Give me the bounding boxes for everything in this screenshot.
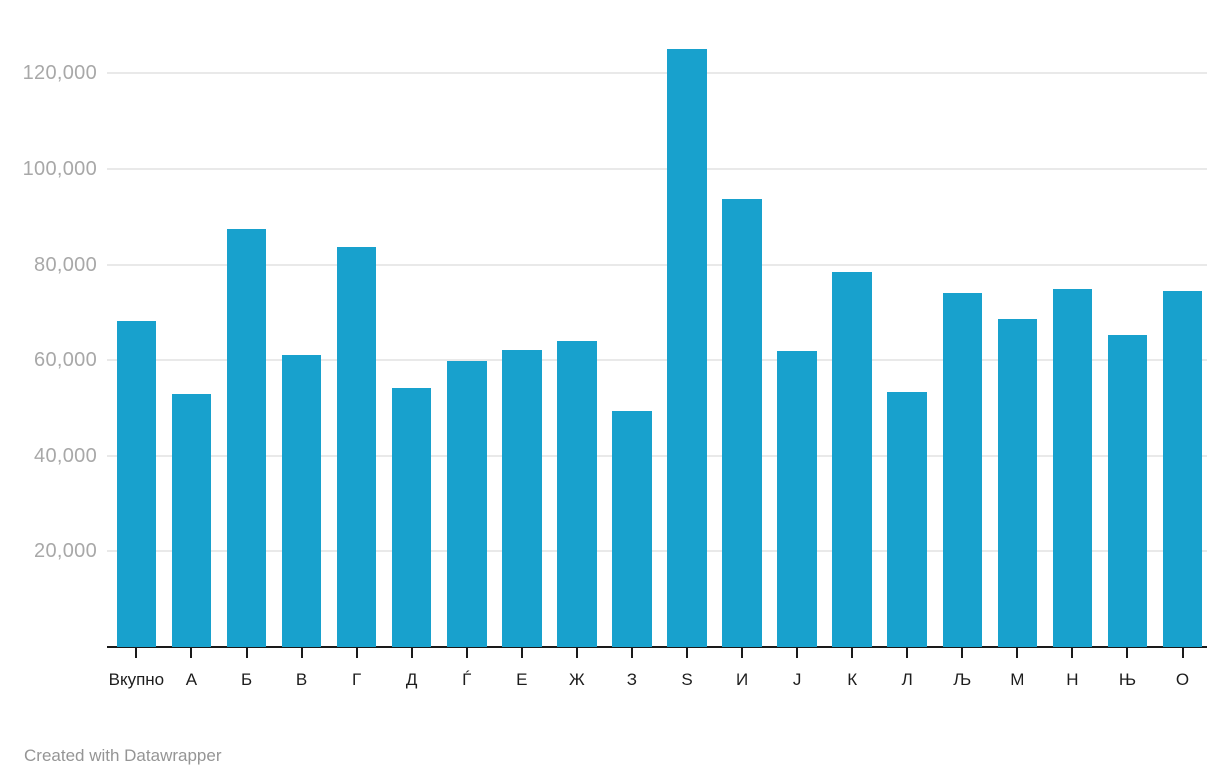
bar-Вкупно[interactable] — [116, 320, 157, 647]
gridline — [107, 454, 1207, 457]
x-axis-category-label: И — [735, 670, 749, 689]
bar-Ј[interactable] — [777, 350, 817, 647]
x-axis-tick — [465, 648, 468, 658]
x-axis-category-label: М — [1010, 670, 1025, 689]
gridline — [107, 72, 1207, 75]
x-axis-category-label: Вкупно — [108, 670, 165, 689]
gridline — [107, 359, 1207, 362]
x-axis-tick — [1181, 648, 1184, 658]
x-axis-category-label: Д — [405, 670, 418, 689]
x-axis-tick — [851, 648, 854, 658]
bar-Б[interactable] — [226, 228, 267, 647]
x-axis-category-label: Њ — [1118, 670, 1137, 689]
y-axis-tick-label: 40,000 — [34, 444, 97, 467]
bar-З[interactable] — [612, 410, 652, 647]
x-axis-category-label: К — [847, 670, 858, 689]
bar-Е[interactable] — [502, 349, 542, 647]
bar-О[interactable] — [1162, 291, 1203, 647]
x-axis-category-label: Б — [240, 670, 253, 689]
x-axis-tick — [686, 648, 688, 658]
y-axis-tick-label: 100,000 — [22, 158, 97, 180]
x-axis-tick — [1126, 648, 1129, 658]
bar-Д[interactable] — [391, 388, 432, 647]
bar-А[interactable] — [171, 393, 212, 647]
bar-Л[interactable] — [887, 392, 927, 647]
plot-area — [107, 40, 1207, 658]
bar-К[interactable] — [832, 272, 872, 647]
x-axis-tick — [245, 648, 248, 658]
gridline — [107, 263, 1207, 266]
bar-М[interactable] — [997, 318, 1038, 647]
x-axis-tick — [630, 648, 633, 658]
x-axis-category-label: Г — [352, 670, 362, 689]
x-axis-category-label: З — [626, 670, 638, 689]
bar-Ж[interactable] — [557, 340, 597, 647]
bar-Г[interactable] — [336, 247, 377, 647]
bar-Ѕ[interactable] — [667, 48, 707, 647]
x-axis-category-label: Е — [516, 670, 528, 689]
bar-И[interactable] — [722, 199, 762, 647]
bar-Њ[interactable] — [1107, 334, 1148, 647]
x-axis-category-label: Ж — [569, 670, 585, 689]
bar-Љ[interactable] — [942, 293, 983, 647]
x-axis-category-label: Ѕ — [681, 670, 693, 689]
x-axis-category-label: Ѓ — [462, 670, 472, 689]
x-axis-tick — [575, 648, 578, 658]
x-axis-tick — [520, 648, 523, 658]
x-axis-tick — [135, 648, 138, 658]
y-axis-tick-label: 120,000 — [22, 62, 97, 85]
x-axis-line — [107, 646, 1207, 648]
x-axis-category-label: В — [295, 670, 308, 689]
y-axis-tick-label: 80,000 — [34, 253, 97, 276]
x-axis-tick — [1016, 648, 1019, 658]
x-axis-tick — [410, 648, 413, 658]
bar-Н[interactable] — [1052, 289, 1093, 647]
y-axis-tick-label: 20,000 — [34, 540, 97, 563]
y-axis-tick-label: 60,000 — [34, 349, 97, 372]
bar-В[interactable] — [281, 355, 322, 647]
x-axis-tick — [300, 648, 303, 658]
x-axis-tick — [961, 648, 964, 658]
x-axis-tick — [741, 648, 744, 658]
x-axis-category-label: О — [1175, 670, 1190, 689]
x-axis-tick — [796, 648, 799, 658]
x-axis-category-label: Љ — [953, 670, 972, 689]
gridline — [107, 168, 1207, 170]
x-axis-category-label: Н — [1066, 670, 1079, 689]
x-axis-category-label: А — [185, 670, 198, 689]
x-axis-tick — [1071, 648, 1074, 658]
x-axis-category-label: Л — [901, 670, 913, 689]
x-axis-tick — [190, 648, 193, 658]
x-axis-category-label: Ј — [792, 670, 802, 689]
x-axis-tick — [355, 648, 358, 658]
datawrapper-credit-link[interactable]: Created with Datawrapper — [24, 746, 222, 765]
bar-Ѓ[interactable] — [447, 360, 487, 647]
gridline — [107, 550, 1207, 553]
x-axis-tick — [906, 648, 909, 658]
